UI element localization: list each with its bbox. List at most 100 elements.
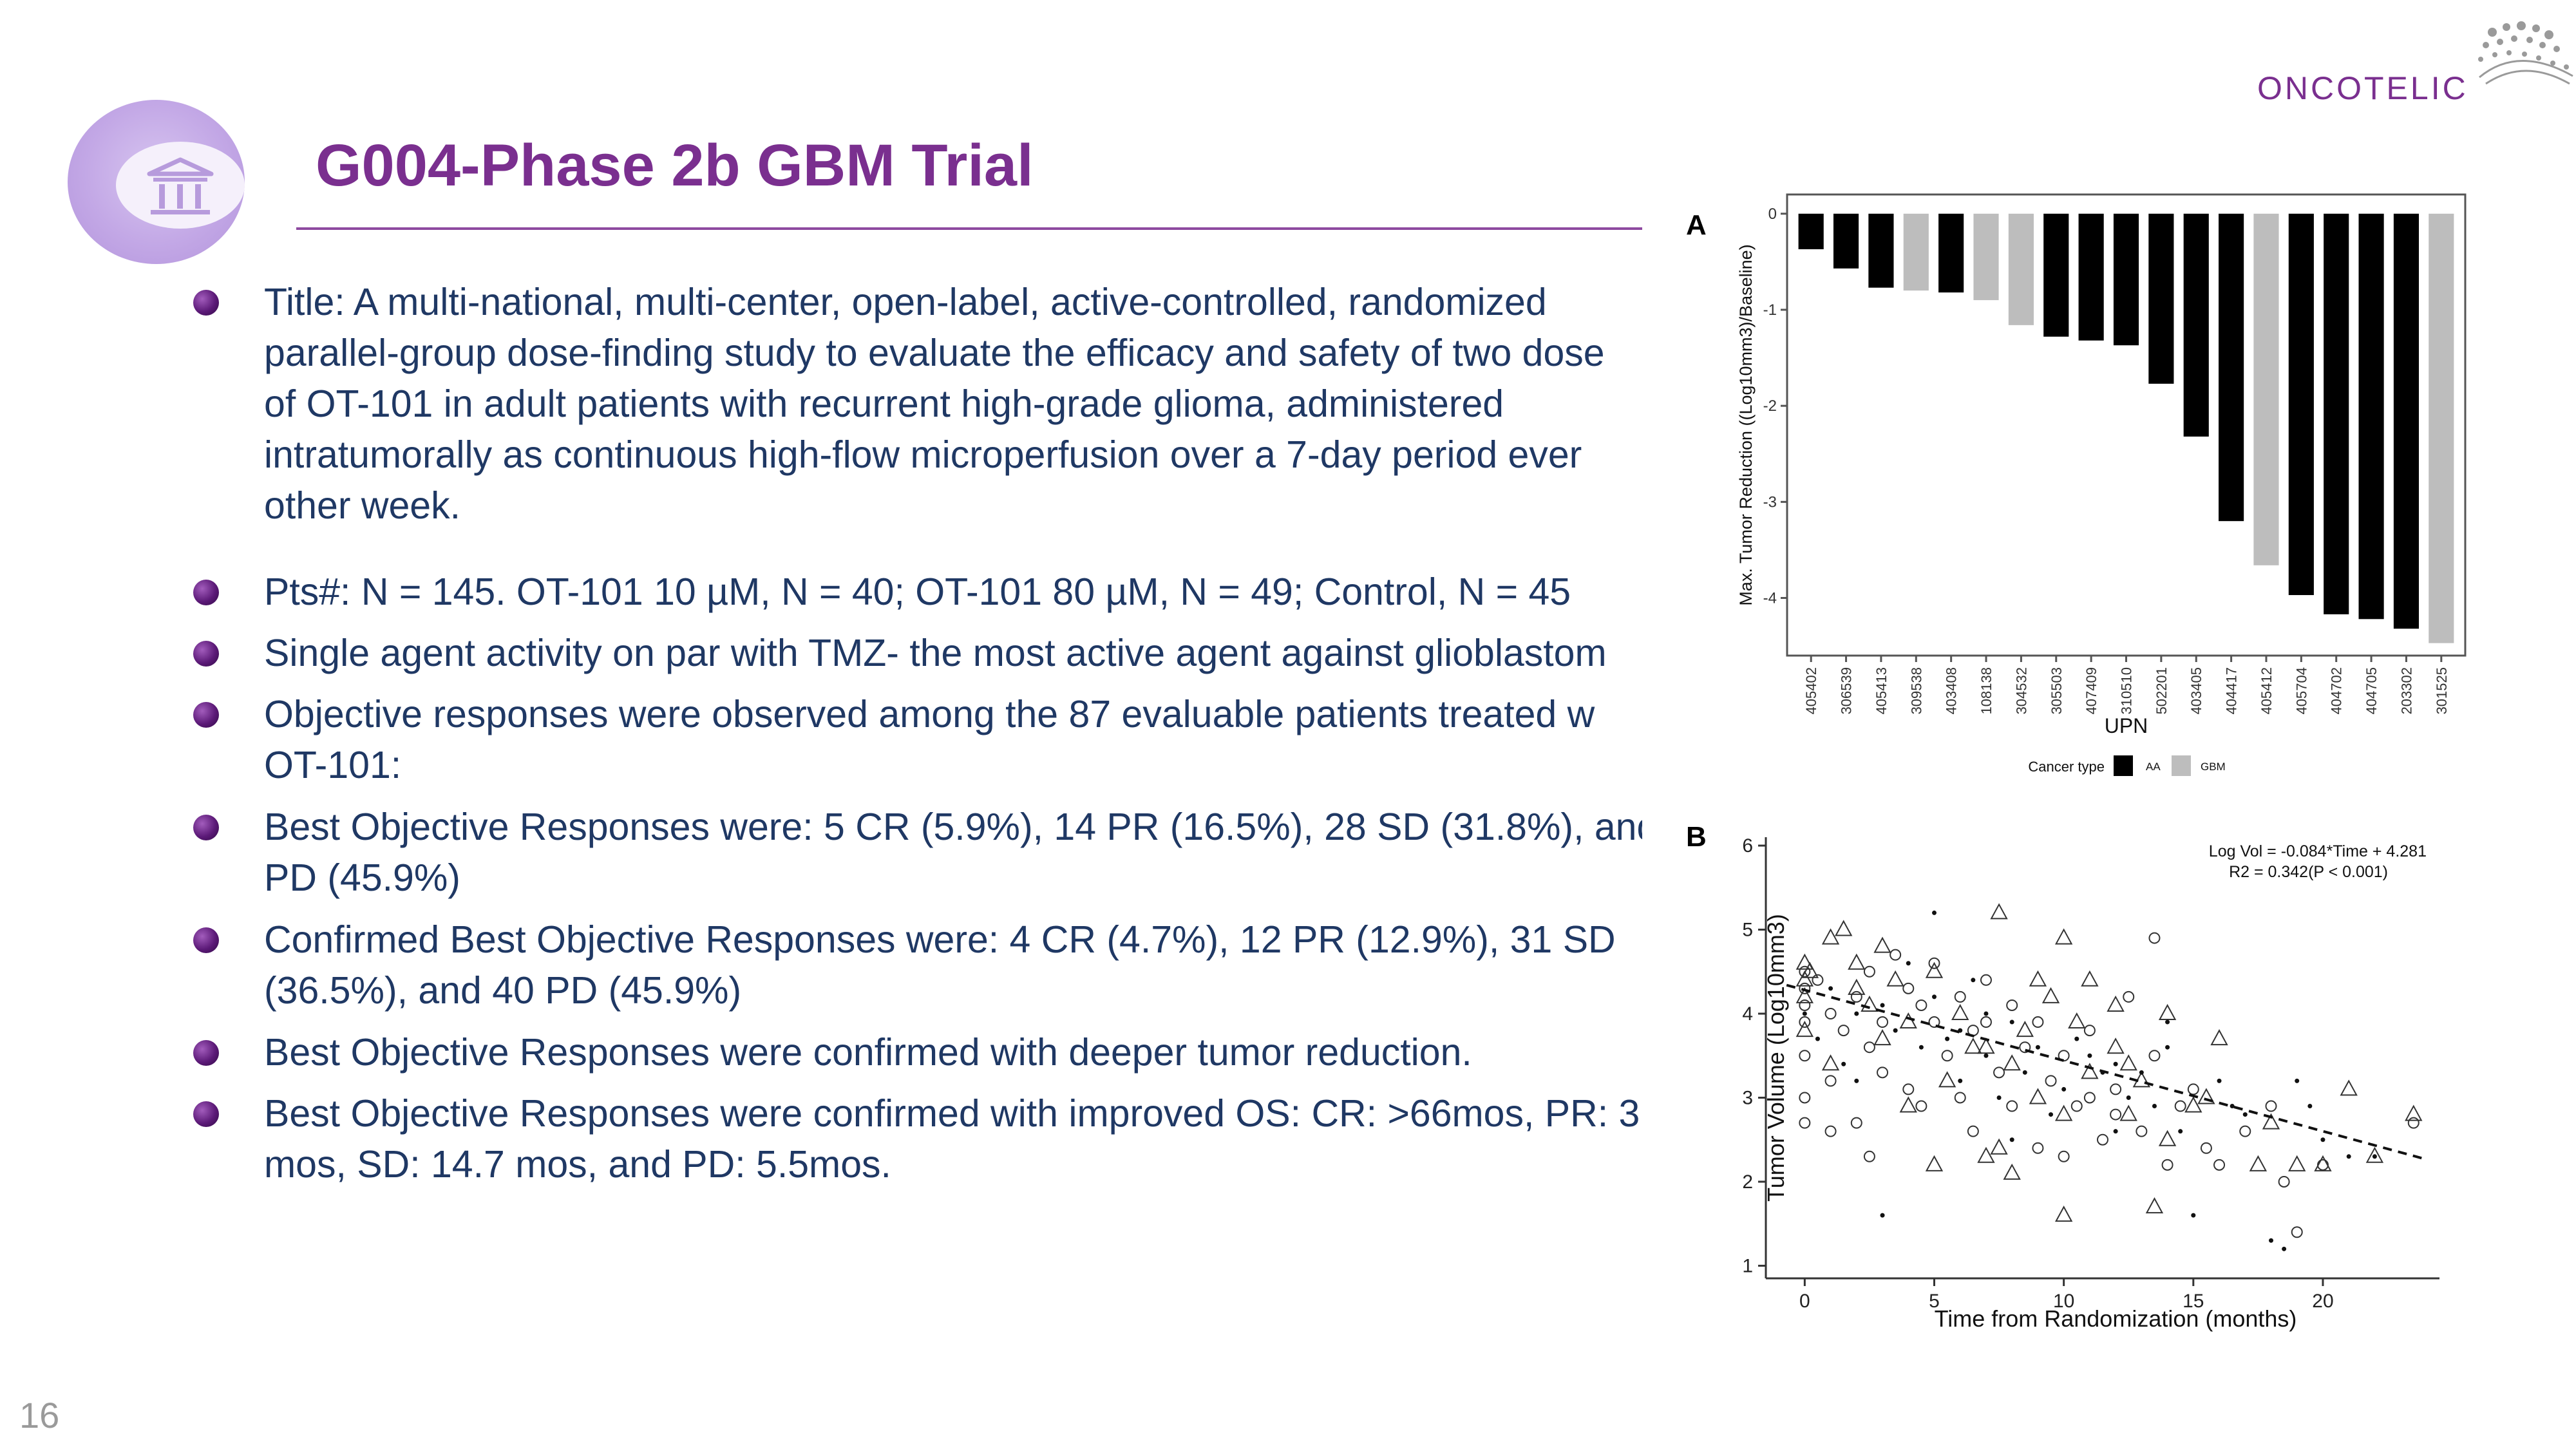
point-dot bbox=[2061, 1086, 2067, 1092]
point-dot bbox=[2009, 1019, 2014, 1025]
bullet-text: Best Objective Responses were: 5 CR (5.9… bbox=[264, 802, 1642, 904]
point-circle bbox=[1863, 965, 1875, 978]
point-circle bbox=[1928, 1016, 1940, 1028]
point-circle bbox=[1954, 990, 1966, 1003]
point-circle bbox=[2032, 1142, 2044, 1154]
x-tick-label-a: 404705 bbox=[2363, 667, 2380, 714]
point-triangle bbox=[2041, 987, 2060, 1003]
point-dot bbox=[1880, 1213, 1885, 1218]
point-circle bbox=[1799, 965, 1811, 978]
point-circle bbox=[1915, 1100, 1927, 1112]
point-dot bbox=[2022, 1070, 2027, 1075]
point-circle bbox=[1799, 1016, 1811, 1028]
point-dot bbox=[1984, 1011, 1989, 1016]
point-circle bbox=[1799, 982, 1811, 994]
point-triangle bbox=[2107, 995, 2125, 1012]
point-dot bbox=[1932, 910, 1937, 915]
point-dot bbox=[1945, 1036, 1950, 1041]
point-triangle bbox=[1925, 1155, 1944, 1171]
point-dot bbox=[2087, 1053, 2092, 1058]
point-triangle bbox=[1873, 1029, 1891, 1046]
bullet-icon bbox=[193, 580, 219, 605]
point-dot bbox=[1996, 1095, 2002, 1100]
point-dot bbox=[2178, 1129, 2183, 1134]
page-title: G004-Phase 2b GBM Trial bbox=[316, 133, 1034, 198]
point-circle bbox=[2032, 1016, 2044, 1028]
y-axis-label-a: Max. Tumor Reduction ((Log10mm3)/Baselin… bbox=[1736, 244, 1756, 605]
panel-label-a: A bbox=[1686, 209, 1707, 241]
point-dot bbox=[1932, 994, 1937, 999]
y-tick-label-b: 4 bbox=[1742, 1003, 1753, 1025]
x-tick-label-a: 304532 bbox=[2013, 667, 2029, 714]
point-dot bbox=[1906, 961, 1911, 966]
x-tick-label-b: 5 bbox=[1929, 1291, 1940, 1312]
point-circle bbox=[2265, 1100, 2277, 1112]
bullet-line: of OT-101 in adult patients with recurre… bbox=[264, 383, 1504, 425]
bullet-text: Objective responses were observed among … bbox=[264, 689, 1642, 791]
x-tick-label-b: 20 bbox=[2312, 1291, 2333, 1312]
point-dot bbox=[2009, 1137, 2014, 1142]
x-axis-label-a: UPN bbox=[2105, 714, 2148, 737]
point-triangle bbox=[2184, 1096, 2202, 1113]
bar-305503 bbox=[2043, 213, 2069, 337]
point-circle bbox=[1850, 1117, 1862, 1129]
point-triangle bbox=[1977, 1146, 1995, 1163]
x-tick-label-a: 405704 bbox=[2293, 667, 2309, 714]
point-circle bbox=[1812, 974, 1824, 986]
point-circle bbox=[1824, 1125, 1837, 1137]
x-tick-label-a: 305503 bbox=[2049, 667, 2065, 714]
point-circle bbox=[2045, 1075, 2057, 1087]
x-tick-label-a: 310510 bbox=[2119, 667, 2135, 714]
bar-203302 bbox=[2393, 213, 2420, 629]
point-circle bbox=[2239, 1125, 2251, 1137]
bullet-icon bbox=[193, 702, 219, 728]
point-dot bbox=[1854, 1078, 1859, 1083]
bar-310510 bbox=[2113, 213, 2139, 346]
point-triangle bbox=[1821, 928, 1840, 945]
x-tick-label-a: 203302 bbox=[2398, 667, 2414, 714]
point-circle bbox=[1915, 999, 1927, 1011]
bullet-line: Best Objective Responses were: 5 CR (5.9… bbox=[264, 806, 1642, 848]
point-dot bbox=[2191, 1213, 2196, 1218]
point-triangle bbox=[2249, 1155, 2268, 1171]
point-circle bbox=[1954, 1092, 1966, 1104]
point-dot bbox=[1815, 1036, 1820, 1041]
legend-swatch-aa bbox=[2114, 755, 2133, 776]
x-tick-label-a: 309538 bbox=[1908, 667, 1924, 714]
brand-wordmark: ONCOTELIC bbox=[2257, 70, 2468, 106]
point-circle bbox=[1850, 990, 1862, 1003]
legend-swatch-gbm bbox=[2172, 755, 2191, 776]
bullet-text: Confirmed Best Objective Responses were:… bbox=[264, 914, 1642, 1016]
point-dot bbox=[2152, 1104, 2157, 1109]
bullet-line: OT-101: bbox=[264, 744, 402, 786]
point-triangle bbox=[1861, 995, 1879, 1012]
x-tick-label-a: 403408 bbox=[1944, 667, 1960, 714]
bullet-text: Best Objective Responses were confirmed … bbox=[264, 1027, 1642, 1078]
point-triangle bbox=[1886, 970, 1904, 987]
bullet-line: PD (45.9%) bbox=[264, 857, 460, 899]
point-triangle bbox=[2210, 1029, 2228, 1046]
point-circle bbox=[2213, 1159, 2226, 1171]
bar-301525 bbox=[2429, 213, 2454, 643]
point-triangle bbox=[2262, 1113, 2280, 1130]
point-dot bbox=[2049, 1112, 2054, 1117]
point-dot bbox=[2282, 1246, 2287, 1251]
x-tick-label-a: 405412 bbox=[2259, 667, 2275, 714]
title-divider bbox=[296, 227, 1642, 230]
point-dot bbox=[2126, 1095, 2131, 1100]
y-tick-label-b: 5 bbox=[1742, 920, 1753, 941]
point-dot bbox=[2113, 1061, 2118, 1066]
point-dot bbox=[1984, 1053, 1989, 1058]
point-dot bbox=[2230, 1104, 2235, 1109]
x-tick-label-a: 407409 bbox=[2083, 667, 2099, 714]
point-dot bbox=[1958, 1078, 1963, 1083]
point-circle bbox=[1877, 1066, 1889, 1079]
bullet-text: Pts#: N = 145. OT-101 10 µM, N = 40; OT-… bbox=[264, 567, 1642, 618]
point-triangle bbox=[1938, 1071, 1956, 1088]
point-dot bbox=[2307, 1104, 2313, 1109]
x-tick-label-a: 108138 bbox=[1978, 667, 1994, 714]
point-dot bbox=[2295, 1078, 2300, 1083]
point-dot bbox=[2139, 1070, 2144, 1075]
point-circle bbox=[2161, 1159, 2174, 1171]
bullet-line: Objective responses were observed among … bbox=[264, 693, 1595, 735]
